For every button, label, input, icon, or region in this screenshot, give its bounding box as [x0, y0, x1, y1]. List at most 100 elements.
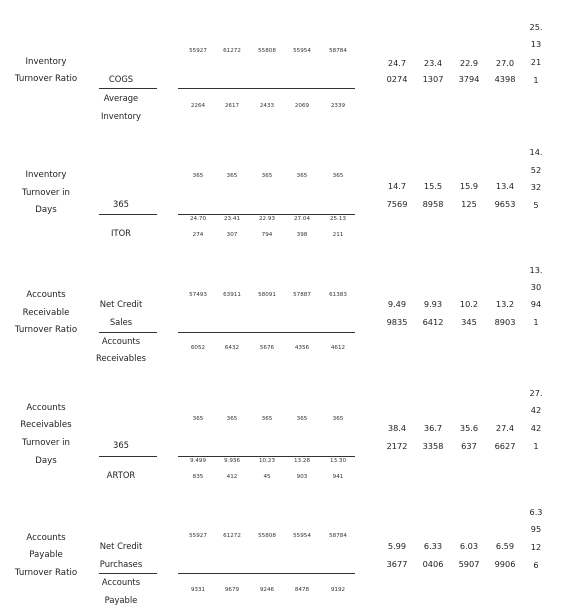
denominator-value: 13.30	[329, 458, 346, 464]
result-value: 24.7	[387, 58, 407, 68]
result-value: 10.2	[459, 299, 479, 309]
denominator-value: 903	[296, 474, 308, 480]
result-value: 15.9	[459, 181, 479, 191]
numerator-value: 365	[261, 416, 273, 422]
result-value: 5	[533, 200, 539, 210]
values-fraction-bar	[178, 573, 355, 574]
result-value: 6	[533, 560, 539, 570]
denominator-value: 2617	[224, 103, 240, 109]
denominator-value: 5676	[259, 345, 275, 351]
result-value: 345	[461, 317, 477, 327]
result-value: 6.3	[529, 507, 543, 517]
numerator-value: 365	[192, 416, 204, 422]
denominator-value: 2069	[294, 103, 310, 109]
result-value: 1	[533, 317, 539, 327]
result-value: 22.9	[459, 58, 479, 68]
result-value: 9.49	[387, 299, 407, 309]
result-value: 13	[530, 39, 542, 49]
numerator-value: 57887	[293, 292, 311, 298]
numerator-value: 55927	[189, 48, 207, 54]
formula-denominator: Average	[103, 93, 139, 103]
result-value: 13.2	[495, 299, 515, 309]
metric-label: Inventory	[25, 170, 67, 180]
formula-denominator: Accounts	[101, 577, 141, 587]
result-value: 21	[530, 57, 542, 67]
numerator-value: 365	[332, 173, 344, 179]
denominator-value: 45	[263, 474, 271, 480]
denominator-value: 2339	[330, 103, 346, 109]
result-value: 35.6	[459, 423, 479, 433]
result-value: 42	[530, 405, 542, 415]
result-value: 5.99	[387, 541, 407, 551]
formula-numerator: Net Credit	[99, 541, 143, 551]
formula-denominator: Accounts	[101, 336, 141, 346]
denominator-value: 9331	[190, 587, 206, 593]
result-value: 9653	[494, 199, 516, 209]
metric-label: Turnover in	[22, 188, 70, 198]
metric-label: Accounts	[26, 533, 66, 543]
numerator-value: 55808	[258, 48, 276, 54]
result-value: 0274	[386, 74, 408, 84]
denominator-value: 22.93	[258, 216, 275, 222]
result-value: 6.03	[459, 541, 479, 551]
formula-numerator: 365	[113, 440, 129, 450]
formula-denominator: Inventory	[100, 111, 141, 121]
numerator-value: 63911	[223, 292, 241, 298]
metric-label: Turnover in	[22, 438, 70, 448]
result-value: 14.7	[387, 181, 407, 191]
denominator-value: 10.23	[258, 458, 275, 464]
numerator-value: 365	[226, 416, 238, 422]
result-value: 125	[461, 199, 477, 209]
denominator-value: 2433	[259, 103, 275, 109]
formula-denominator: Receivables	[96, 353, 146, 363]
denominator-value: 794	[261, 232, 273, 238]
denominator-value: 9.936	[223, 458, 240, 464]
numerator-value: 61383	[329, 292, 347, 298]
values-fraction-bar	[178, 332, 355, 333]
numerator-value: 365	[332, 416, 344, 422]
result-value: 4398	[494, 74, 516, 84]
denominator-value: 9246	[259, 587, 275, 593]
result-value: 42	[530, 423, 542, 433]
metric-label: Turnover Ratio	[14, 325, 78, 335]
denominator-value: 412	[226, 474, 238, 480]
formula-fraction-bar	[99, 573, 157, 574]
denominator-value: 6432	[224, 345, 240, 351]
numerator-value: 61272	[223, 533, 241, 539]
denominator-value: 23.41	[223, 216, 240, 222]
result-value: 8958	[422, 199, 444, 209]
numerator-value: 365	[226, 173, 238, 179]
numerator-value: 55808	[258, 533, 276, 539]
values-fraction-bar	[178, 456, 355, 457]
formula-denominator: Payable	[104, 595, 138, 605]
result-value: 52	[530, 165, 542, 175]
result-value: 95	[530, 524, 542, 534]
numerator-value: 57493	[189, 292, 207, 298]
denominator-value: 9192	[330, 587, 346, 593]
result-value: 0406	[422, 559, 444, 569]
denominator-value: 307	[226, 232, 238, 238]
result-value: 36.7	[423, 423, 443, 433]
metric-label: Payable	[29, 550, 63, 560]
result-value: 9906	[494, 559, 516, 569]
result-value: 6412	[422, 317, 444, 327]
metric-label: Receivables	[20, 420, 72, 430]
result-value: 23.4	[423, 58, 443, 68]
result-value: 6.33	[423, 541, 443, 551]
denominator-value: 9.499	[189, 458, 206, 464]
numerator-value: 58784	[329, 533, 347, 539]
denominator-value: 211	[332, 232, 344, 238]
metric-label: Turnover Ratio	[14, 568, 78, 578]
result-value: 9835	[386, 317, 408, 327]
result-value: 13.	[529, 265, 543, 275]
formula-denominator: ARTOR	[106, 470, 136, 480]
metric-label: Receivable	[22, 308, 70, 318]
result-value: 27.0	[495, 58, 515, 68]
result-value: 32	[530, 182, 542, 192]
numerator-value: 55954	[293, 48, 311, 54]
denominator-value: 9679	[224, 587, 240, 593]
result-value: 14.	[529, 147, 543, 157]
metric-label: Turnover Ratio	[14, 74, 78, 84]
result-value: 27.4	[495, 423, 515, 433]
denominator-value: 4356	[294, 345, 310, 351]
